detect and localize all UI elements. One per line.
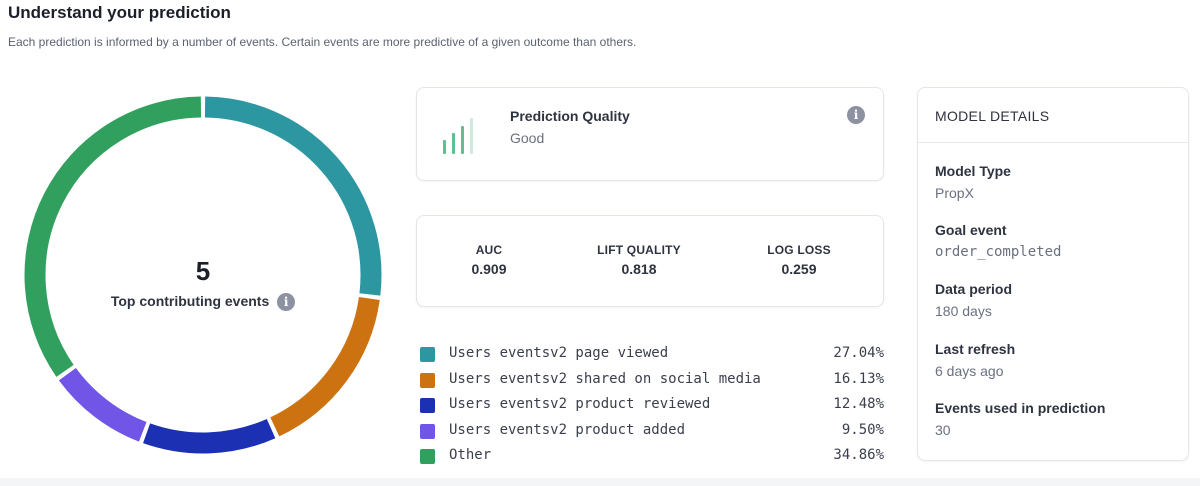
detail-goal-event: Goal event order_completed — [935, 222, 1061, 260]
legend-item: Other 34.86% — [420, 446, 884, 472]
detail-events-used: Events used in prediction 30 — [935, 400, 1105, 438]
top-events-label: Top contributing events — [110, 293, 270, 309]
info-icon[interactable]: i — [277, 293, 296, 312]
info-icon[interactable]: i — [847, 106, 865, 124]
detail-model-type: Model Type PropX — [935, 163, 1011, 201]
legend-swatch — [420, 372, 435, 388]
legend-swatch — [420, 398, 435, 413]
events-legend: Users eventsv2 page viewed 27.04% Users … — [420, 344, 884, 472]
detail-label: Goal event — [935, 222, 1007, 238]
prediction-quality-card: Prediction Quality Good i — [416, 87, 884, 181]
top-events-label-row: Top contributing events i — [12, 293, 394, 312]
legend-swatch — [420, 423, 435, 439]
page-subtitle: Each prediction is informed by a number … — [8, 35, 637, 49]
legend-label: Users eventsv2 product added — [449, 421, 686, 438]
signal-bars-icon — [443, 116, 479, 154]
detail-value: 180 days — [935, 303, 992, 319]
legend-swatch — [420, 347, 435, 362]
metric-value: 0.259 — [781, 261, 817, 277]
legend-percent: 9.50% — [841, 421, 884, 438]
metric-auc: AUC 0.909 — [419, 243, 559, 277]
legend-item: Users eventsv2 page viewed 27.04% — [420, 344, 884, 370]
detail-value: order_completed — [935, 244, 1062, 260]
metric-value: 0.909 — [471, 261, 507, 277]
page-title: Understand your prediction — [8, 3, 231, 22]
metric-label: AUC — [475, 243, 503, 257]
metric-label: LOG LOSS — [767, 243, 831, 257]
detail-value: 30 — [935, 422, 951, 438]
donut-svg — [24, 96, 382, 454]
legend-label: Users eventsv2 page viewed — [449, 345, 669, 361]
contribution-donut-chart: 5 Top contributing events i — [12, 84, 394, 466]
detail-label: Model Type — [935, 163, 1011, 179]
donut-segment[interactable] — [204, 96, 382, 296]
donut-segment[interactable] — [143, 418, 276, 454]
prediction-quality-value: Good — [510, 130, 545, 146]
legend-item: Users eventsv2 product reviewed 12.48% — [420, 395, 884, 421]
legend-label: Users eventsv2 product reviewed — [449, 396, 711, 412]
model-details-card: MODEL DETAILS Model Type PropX Goal even… — [917, 87, 1189, 461]
model-details-header: MODEL DETAILS — [918, 88, 1188, 143]
legend-item: Users eventsv2 shared on social media 16… — [420, 370, 884, 396]
detail-label: Events used in prediction — [935, 400, 1106, 416]
legend-percent: 34.86% — [833, 447, 884, 463]
legend-percent: 16.13% — [833, 370, 884, 387]
metric-lift-quality: LIFT QUALITY 0.818 — [569, 243, 709, 277]
donut-segment[interactable] — [24, 96, 202, 377]
metrics-card: AUC 0.909 LIFT QUALITY 0.818 LOG LOSS 0.… — [416, 215, 884, 307]
model-details-heading: MODEL DETAILS — [935, 108, 1050, 124]
donut-segment[interactable] — [58, 367, 147, 442]
legend-label: Users eventsv2 shared on social media — [449, 370, 761, 387]
prediction-quality-title: Prediction Quality — [510, 108, 630, 124]
legend-percent: 12.48% — [833, 396, 884, 412]
donut-segment[interactable] — [270, 296, 380, 437]
detail-last-refresh: Last refresh 6 days ago — [935, 341, 1015, 379]
legend-percent: 27.04% — [833, 345, 884, 361]
metric-value: 0.818 — [621, 261, 657, 277]
detail-value: 6 days ago — [935, 363, 1004, 379]
detail-label: Data period — [935, 281, 1013, 297]
detail-label: Last refresh — [935, 341, 1016, 357]
bottom-divider — [0, 478, 1200, 486]
legend-label: Other — [449, 447, 492, 463]
detail-value: PropX — [935, 185, 974, 201]
legend-item: Users eventsv2 product added 9.50% — [420, 421, 884, 447]
legend-swatch — [420, 449, 435, 464]
metric-label: LIFT QUALITY — [597, 243, 681, 257]
detail-data-period: Data period 180 days — [935, 281, 1012, 319]
metric-log-loss: LOG LOSS 0.259 — [729, 243, 869, 277]
